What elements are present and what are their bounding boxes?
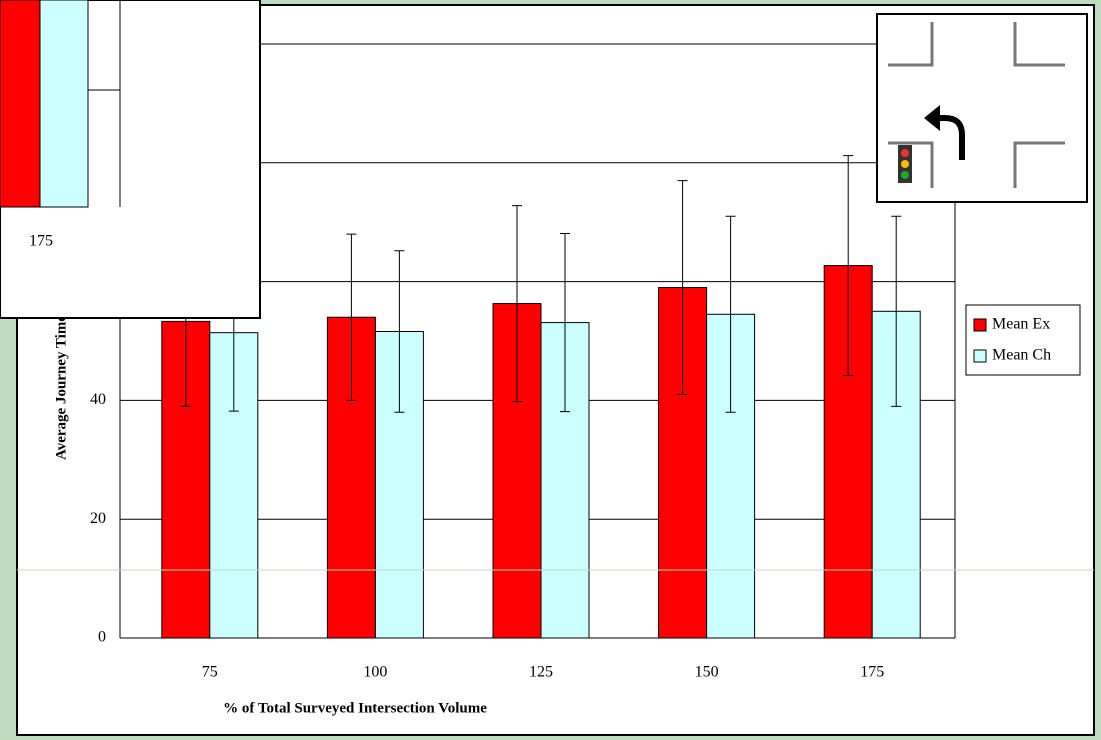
x-tick-label: 100 [363, 664, 387, 681]
legend-swatch [974, 350, 986, 362]
popup-bar-red [0, 0, 40, 207]
y-tick-label: 40 [90, 391, 106, 408]
intersection-icon [877, 14, 1087, 202]
legend: Mean Ex Mean Ch [966, 305, 1080, 375]
light-green [901, 171, 909, 179]
popup-label: 175 [29, 233, 53, 250]
page: 02040608010075100125150175 % of Total Su… [0, 0, 1101, 740]
y-tick-label: 0 [98, 629, 106, 646]
y-axis-title: Average Journey Time [53, 315, 69, 460]
light-red [901, 149, 909, 157]
legend-label: Mean Ch [992, 347, 1051, 364]
legend-swatch [974, 319, 986, 331]
legend-label: Mean Ex [992, 316, 1050, 333]
popup-bar-cyan [40, 0, 88, 207]
x-tick-label: 125 [529, 664, 553, 681]
x-axis-title: % of Total Surveyed Intersection Volume [223, 700, 487, 716]
x-tick-label: 175 [860, 664, 884, 681]
light-amber [901, 160, 909, 168]
screen: 02040608010075100125150175 % of Total Su… [0, 0, 1101, 740]
y-tick-label: 20 [90, 510, 106, 527]
x-tick-label: 75 [202, 664, 218, 681]
x-tick-label: 150 [695, 664, 719, 681]
zoom-popup: 175 [0, 0, 260, 318]
